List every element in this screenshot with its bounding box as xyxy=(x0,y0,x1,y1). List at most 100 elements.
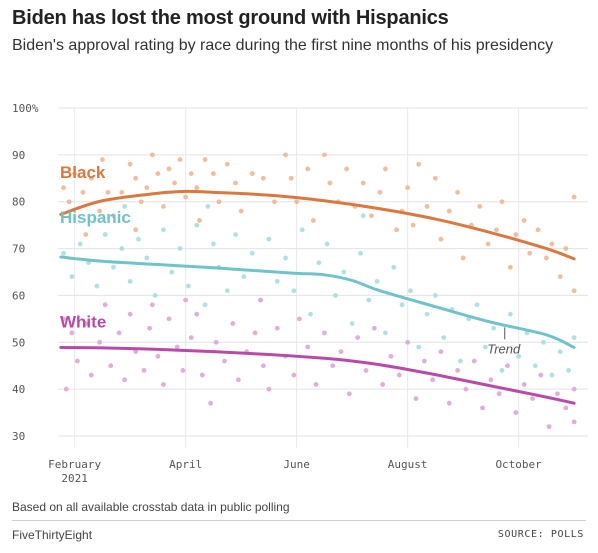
black-poll-dot xyxy=(119,189,125,195)
source-label: SOURCE: POLLS xyxy=(497,529,584,540)
y-tick-label: 90 xyxy=(12,149,25,162)
white-poll-dot xyxy=(555,391,560,397)
black-poll-dot xyxy=(535,227,541,233)
black-trend-line xyxy=(59,189,576,261)
black-poll-dot xyxy=(288,175,294,181)
white-poll-dot xyxy=(380,382,386,387)
white-poll-dot xyxy=(180,368,186,373)
hispanic-poll-dot xyxy=(482,344,488,350)
black-poll-dot xyxy=(97,208,103,214)
black-poll-dot xyxy=(133,175,139,181)
black-poll-dot xyxy=(197,218,202,223)
white-poll-dot xyxy=(174,344,180,350)
white-poll-dot xyxy=(69,330,75,336)
white-poll-dot xyxy=(75,358,80,364)
hispanic-poll-dot xyxy=(366,297,372,303)
black-poll-dot xyxy=(161,204,166,209)
black-poll-dot xyxy=(477,204,483,209)
hispanic-poll-dot xyxy=(499,368,505,373)
white-poll-dot xyxy=(97,339,103,345)
black-poll-dot xyxy=(460,255,466,261)
hispanic-poll-dot xyxy=(316,260,322,266)
hispanic-poll-dot xyxy=(69,274,75,280)
hispanic-poll-dot xyxy=(391,264,397,270)
white-poll-dot xyxy=(480,405,485,411)
black-poll-dot xyxy=(294,199,300,205)
white-poll-dot xyxy=(405,339,411,345)
black-poll-dot xyxy=(144,185,150,191)
hispanic-poll-dot xyxy=(119,246,125,251)
white-poll-dot xyxy=(133,349,139,355)
black-poll-dot xyxy=(432,175,438,181)
hispanic-poll-dot xyxy=(122,204,127,209)
x-tick-label: August xyxy=(388,458,428,471)
gridlines xyxy=(58,107,588,448)
white-poll-dot xyxy=(346,391,352,397)
x-tick-label: February xyxy=(48,458,101,471)
hispanic-poll-dot xyxy=(224,288,230,294)
hispanic-poll-dot xyxy=(274,278,280,284)
white-poll-dot xyxy=(513,410,519,415)
white-poll-dot xyxy=(538,372,544,378)
black-poll-dot xyxy=(563,246,569,251)
hispanic-poll-dot xyxy=(491,325,497,331)
hispanic-poll-dot xyxy=(102,232,108,237)
white-series-label: White xyxy=(60,313,106,332)
black-poll-dot xyxy=(394,227,399,233)
hispanic-trend-line xyxy=(59,255,576,349)
x-tick-sublabel: 2021 xyxy=(61,472,88,485)
hispanic-poll-dot xyxy=(249,250,255,256)
black-poll-dot xyxy=(455,189,460,195)
white-poll-dot xyxy=(338,349,344,355)
hispanic-poll-dot xyxy=(383,330,388,336)
black-poll-dot xyxy=(549,241,555,247)
hispanic-poll-dot xyxy=(457,358,463,364)
x-tick-label: June xyxy=(283,458,310,471)
white-poll-dot xyxy=(571,419,577,425)
white-poll-dot xyxy=(258,297,263,303)
white-poll-dot xyxy=(108,363,114,369)
white-poll-dot xyxy=(455,368,460,373)
hispanic-poll-dot xyxy=(308,311,313,317)
hispanic-poll-dot xyxy=(241,274,247,280)
hispanic-poll-dot xyxy=(202,302,208,308)
black-poll-dot xyxy=(410,222,416,228)
hispanic-poll-dot xyxy=(474,302,480,308)
hispanic-poll-dot xyxy=(152,293,158,298)
white-poll-dot xyxy=(563,405,569,411)
black-poll-dot xyxy=(111,213,116,219)
black-poll-dot xyxy=(557,274,563,280)
white-poll-dot xyxy=(438,349,444,355)
white-poll-dot xyxy=(252,330,258,336)
black-poll-dot xyxy=(127,161,133,167)
black-poll-dot xyxy=(224,161,230,167)
trend-lines xyxy=(59,189,576,405)
white-poll-dot xyxy=(363,368,369,373)
black-poll-dot xyxy=(155,171,161,177)
white-poll-dot xyxy=(463,386,469,392)
y-tick-label: 40 xyxy=(12,383,25,396)
black-poll-dot xyxy=(233,180,238,186)
hispanic-poll-dot xyxy=(507,311,513,317)
white-poll-dot xyxy=(488,377,494,383)
black-poll-dot xyxy=(272,199,277,205)
black-poll-dot xyxy=(138,199,144,205)
hispanic-poll-dot xyxy=(566,368,571,373)
footnote: Based on all available crosstab data in … xyxy=(12,500,290,514)
black-poll-dot xyxy=(521,218,527,223)
white-poll-dot xyxy=(88,372,94,378)
black-poll-dot xyxy=(485,241,491,247)
black-poll-dot xyxy=(210,171,216,177)
black-poll-dot xyxy=(446,208,452,214)
hispanic-poll-dot xyxy=(210,241,216,247)
black-poll-dot xyxy=(344,166,349,172)
chart-title: Biden has lost the most ground with Hisp… xyxy=(12,7,449,29)
hispanic-poll-dot xyxy=(424,311,430,317)
black-poll-dot xyxy=(249,171,255,177)
hispanic-poll-dot xyxy=(549,372,555,378)
y-tick-label: 100% xyxy=(12,102,39,115)
hispanic-poll-dot xyxy=(399,302,405,308)
hispanic-poll-dot xyxy=(169,269,175,275)
white-poll-dot xyxy=(471,358,477,364)
